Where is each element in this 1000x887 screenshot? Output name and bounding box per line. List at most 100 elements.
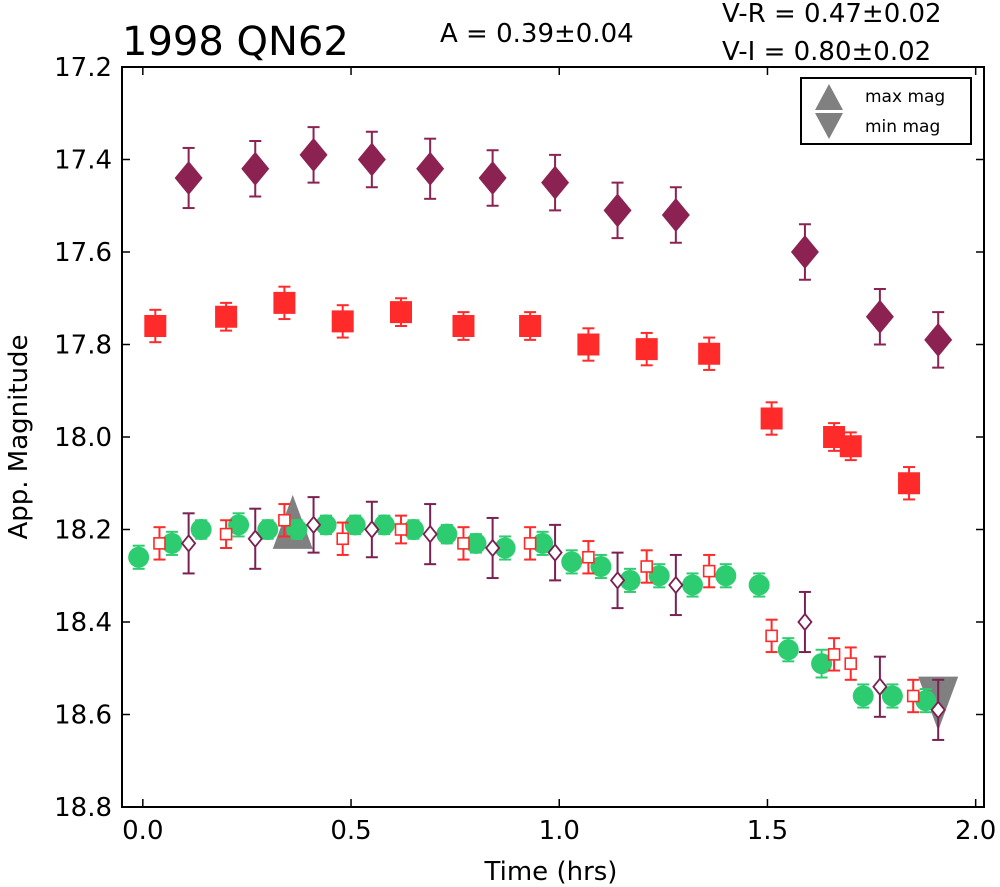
data-point xyxy=(898,472,921,495)
data-point xyxy=(436,523,458,545)
data-point xyxy=(305,515,322,535)
legend: max mag min mag xyxy=(800,77,972,145)
data-point xyxy=(484,538,501,558)
data-point xyxy=(619,569,641,591)
series-square-open xyxy=(153,503,920,714)
data-point xyxy=(635,338,658,361)
y-tick-label: 18.2 xyxy=(54,516,112,546)
data-point xyxy=(390,301,413,324)
data-point xyxy=(174,161,203,195)
data-point xyxy=(577,333,600,356)
y-axis-label: App. Magnitude xyxy=(4,334,34,539)
y-tick-label: 17.2 xyxy=(54,53,112,83)
data-point xyxy=(336,532,350,546)
data-point xyxy=(344,514,366,536)
min-mag-triangle-icon xyxy=(815,113,843,139)
series-square-filled xyxy=(144,285,921,501)
data-point xyxy=(331,310,354,333)
data-point xyxy=(299,137,328,172)
data-point xyxy=(228,514,250,536)
data-point xyxy=(416,151,445,186)
x-tick-label: 1.0 xyxy=(539,816,580,846)
data-point xyxy=(547,543,563,563)
y-tick-label: 18.4 xyxy=(54,608,112,638)
x-tick-label: 0.0 xyxy=(122,816,163,846)
data-point xyxy=(590,556,612,577)
max-mag-triangle-icon xyxy=(815,84,843,110)
data-point xyxy=(422,524,438,544)
data-point xyxy=(286,519,308,540)
legend-label-max: max mag xyxy=(865,87,945,107)
data-point xyxy=(748,574,770,596)
data-point xyxy=(478,161,507,195)
data-point xyxy=(682,574,704,596)
data-point xyxy=(582,550,595,564)
data-point xyxy=(823,426,846,448)
data-point xyxy=(144,315,167,337)
data-point xyxy=(790,235,819,269)
x-axis-label: Time (hrs) xyxy=(484,857,618,887)
chart-title: 1998 QN62 xyxy=(122,19,349,65)
data-point xyxy=(702,564,716,578)
data-point xyxy=(930,700,946,720)
color-index-vr: V-R = 0.47±0.02 xyxy=(722,0,942,29)
data-point xyxy=(219,527,233,541)
data-point xyxy=(661,198,690,232)
data-point xyxy=(161,532,183,554)
data-point xyxy=(190,519,212,540)
series-diamond-open xyxy=(180,496,946,741)
data-point xyxy=(797,612,813,632)
data-point xyxy=(247,529,263,549)
data-point xyxy=(865,299,894,334)
data-point xyxy=(364,520,380,539)
data-point xyxy=(668,575,684,595)
data-point xyxy=(519,315,542,337)
data-point xyxy=(153,537,166,550)
data-point xyxy=(811,653,833,675)
data-point xyxy=(357,142,386,177)
data-point xyxy=(278,513,291,527)
amplitude-label: A = 0.39±0.04 xyxy=(440,19,634,49)
data-point xyxy=(777,639,799,661)
data-point xyxy=(844,657,858,670)
x-tick-label: 2.0 xyxy=(955,816,996,846)
data-point xyxy=(640,560,653,573)
data-point xyxy=(827,648,841,661)
series-diamond-filled xyxy=(174,126,953,369)
data-point xyxy=(394,523,408,536)
data-point xyxy=(465,532,487,554)
data-point xyxy=(852,685,874,707)
data-point xyxy=(180,533,197,553)
data-point xyxy=(698,342,721,365)
y-tick-label: 18.6 xyxy=(54,701,112,731)
data-point xyxy=(373,514,395,536)
data-point xyxy=(128,546,150,568)
series-circle-filled xyxy=(128,512,937,714)
data-point xyxy=(494,537,516,559)
y-tick-label: 17.6 xyxy=(54,238,112,268)
color-index-vi: V-I = 0.80±0.02 xyxy=(722,37,931,67)
data-point xyxy=(760,407,783,430)
x-tick-label: 0.5 xyxy=(330,816,371,846)
data-point xyxy=(402,519,424,540)
data-point xyxy=(609,570,626,590)
data-point xyxy=(648,565,670,587)
axis-ticks: 0.0 0.5 1.0 1.5 2.0 17.2 17.4 17.6 17.8 18.0 18.2 1… xyxy=(54,53,996,846)
y-tick-label: 17.8 xyxy=(54,331,112,361)
data-point xyxy=(603,193,632,228)
data-point xyxy=(241,151,270,186)
data-point xyxy=(523,537,537,550)
data-point xyxy=(906,689,920,703)
data-point xyxy=(452,315,475,337)
data-point xyxy=(765,629,778,643)
data-point xyxy=(881,685,903,707)
data-point xyxy=(561,551,583,573)
data-point xyxy=(839,435,862,458)
y-tick-label: 18.8 xyxy=(54,793,112,823)
data-point xyxy=(872,677,888,697)
x-tick-label: 1.5 xyxy=(747,816,788,846)
y-tick-label: 18.0 xyxy=(54,423,112,453)
data-series xyxy=(128,126,953,741)
data-point xyxy=(532,532,554,554)
